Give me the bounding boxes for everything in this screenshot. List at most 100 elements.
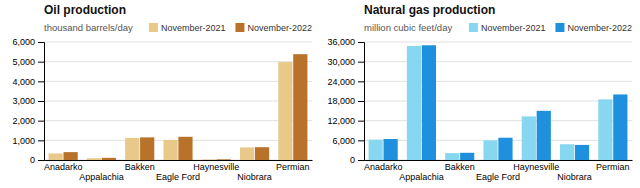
y-tick-label: 12,000	[327, 116, 355, 126]
legend-swatch	[235, 23, 244, 32]
bar	[522, 116, 536, 160]
bar	[217, 159, 231, 160]
legend-label: November-2022	[567, 23, 632, 33]
y-tick-label: 6,000	[332, 136, 355, 146]
x-tick: Anadarko	[44, 160, 83, 172]
legend-swatch	[149, 23, 158, 32]
x-tick: Niobrara	[557, 160, 592, 182]
x-tick-label: Anadarko	[44, 162, 83, 172]
y-tick-label: 0	[350, 155, 355, 165]
grid-line	[364, 140, 632, 141]
y-tick: 12,000	[327, 116, 364, 126]
bar	[407, 46, 421, 160]
plot-area: AnadarkoAppalachiaBakkenEagle FordHaynes…	[327, 37, 632, 182]
y-tick-mark	[358, 160, 364, 161]
y-tick-label: 1,000	[12, 136, 35, 146]
y-tick-label: 18,000	[327, 96, 355, 106]
grid-line	[44, 120, 312, 121]
y-tick-mark	[38, 101, 44, 102]
legend-entry: November-2022	[555, 23, 632, 33]
x-tick: Bakken	[445, 160, 475, 172]
x-axis: AnadarkoAppalachiaBakkenEagle FordHaynes…	[44, 160, 313, 182]
x-tick-label: Niobrara	[237, 172, 272, 182]
x-tick: Niobrara	[237, 160, 272, 182]
x-tick-label: Eagle Ford	[476, 172, 520, 182]
legend-label: November-2022	[247, 23, 312, 33]
bar	[125, 138, 139, 160]
y-tick: 2,000	[12, 116, 44, 126]
y-axis: 01,0002,0003,0004,0005,0006,000	[12, 37, 44, 165]
y-axis: 06,00012,00018,00024,00030,00036,000	[327, 37, 364, 165]
grid-line	[44, 42, 312, 43]
y-tick: 1,000	[12, 136, 44, 146]
grid-line	[44, 160, 312, 161]
x-tick-label: Appalachia	[79, 172, 124, 182]
bar	[178, 137, 192, 160]
legend-entry: November-2022	[235, 23, 312, 33]
x-tick: Haynesville	[193, 160, 239, 172]
chart-panel: AnadarkoAppalachiaBakkenEagle FordHaynes…	[327, 3, 632, 182]
bar	[598, 99, 612, 160]
y-tick-mark	[358, 81, 364, 82]
y-tick: 6,000	[12, 37, 44, 47]
x-axis-line	[365, 160, 633, 161]
bar	[422, 45, 436, 160]
y-tick: 4,000	[12, 77, 44, 87]
legend-label: November-2021	[161, 23, 226, 33]
legend-entry: November-2021	[469, 23, 546, 33]
y-tick-label: 5,000	[12, 57, 35, 67]
y-tick: 24,000	[327, 77, 364, 87]
bar	[460, 153, 474, 160]
y-tick-mark	[358, 62, 364, 63]
bar	[87, 158, 101, 160]
bar	[613, 94, 627, 160]
x-tick: Appalachia	[79, 160, 124, 182]
x-tick-label: Permian	[596, 162, 630, 172]
x-tick-label: Haynesville	[193, 162, 239, 172]
bar	[64, 152, 78, 160]
legend: November-2021 November-2022	[149, 23, 312, 33]
bar	[369, 140, 383, 160]
legend-swatch	[555, 23, 564, 32]
x-axis-line	[45, 160, 313, 161]
bar	[483, 140, 497, 160]
grid	[44, 42, 312, 160]
y-tick-label: 30,000	[327, 57, 355, 67]
bar	[537, 111, 551, 160]
y-tick: 3,000	[12, 96, 44, 106]
bar-series	[384, 45, 628, 160]
chart-root: AnadarkoAppalachiaBakkenEagle FordHaynes…	[0, 0, 640, 188]
y-tick-label: 6,000	[12, 37, 35, 47]
x-axis: AnadarkoAppalachiaBakkenEagle FordHaynes…	[364, 160, 633, 182]
y-tick: 18,000	[327, 96, 364, 106]
y-tick-label: 4,000	[12, 77, 35, 87]
grid-line	[364, 120, 632, 121]
y-axis-line	[38, 43, 45, 161]
y-tick-mark	[38, 121, 44, 122]
grid-line	[364, 101, 632, 102]
y-tick-mark	[38, 81, 44, 82]
grid-line	[44, 101, 312, 102]
bar	[498, 138, 512, 160]
y-tick-mark	[358, 101, 364, 102]
grid-line	[364, 160, 632, 161]
title: Oil production	[44, 3, 126, 17]
y-tick-label: 3,000	[12, 96, 35, 106]
x-tick-label: Eagle Ford	[156, 172, 200, 182]
bar	[575, 145, 589, 160]
x-tick-label: Appalachia	[399, 172, 444, 182]
x-tick: Bakken	[125, 160, 155, 172]
bar	[102, 158, 116, 160]
bar	[140, 137, 154, 160]
y-tick-label: 24,000	[327, 77, 355, 87]
plot-area: AnadarkoAppalachiaBakkenEagle FordHaynes…	[12, 37, 312, 182]
bar	[240, 147, 254, 160]
bar	[293, 54, 307, 160]
grid-line	[364, 42, 632, 43]
x-tick-label: Bakken	[445, 162, 475, 172]
subtitle: million cubic feet/day	[364, 22, 452, 33]
y-tick-mark	[38, 140, 44, 141]
bar	[445, 153, 459, 160]
bar	[49, 154, 63, 160]
bars	[369, 45, 628, 160]
